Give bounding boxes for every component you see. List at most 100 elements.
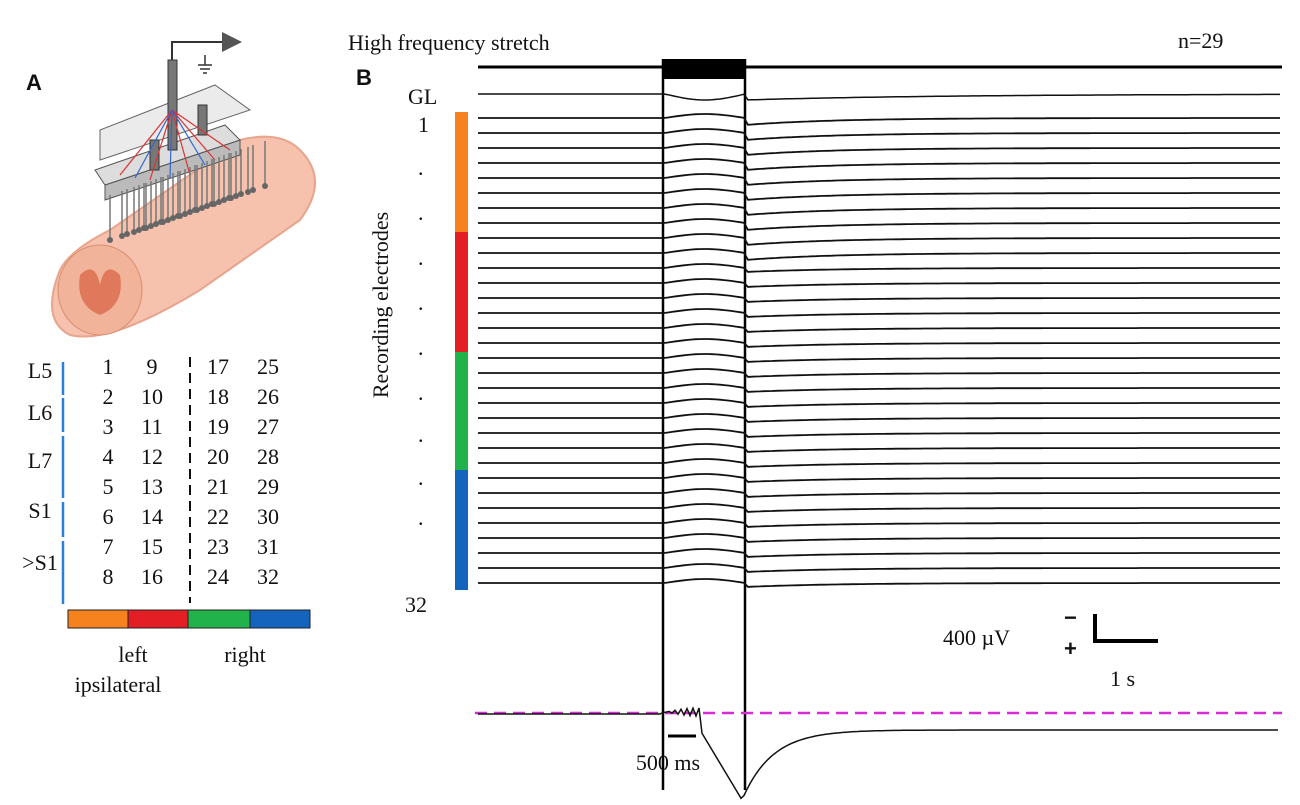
pin-tip [177, 213, 183, 219]
dot: . [418, 422, 424, 447]
electrode-number: 13 [141, 474, 163, 499]
illustration [51, 32, 316, 338]
gl-trace [478, 93, 1280, 101]
pin-tip [187, 209, 193, 215]
color-block [127, 609, 189, 629]
electrode-trace [478, 413, 1280, 423]
electrode-trace [478, 158, 1280, 171]
electrode-trace [478, 188, 1280, 201]
n-label: n=29 [1178, 28, 1223, 53]
electrode-trace [478, 323, 1280, 333]
pin-tip [245, 189, 251, 195]
electrode-trace [478, 518, 1280, 528]
axis-label: Recording electrodes [368, 212, 393, 398]
scale-label: 400 µV [943, 625, 1010, 650]
electrode-number: 22 [207, 504, 229, 529]
segment-label: >S1 [22, 550, 58, 575]
segment-label: L7 [28, 448, 52, 473]
electrode-trace [478, 488, 1280, 498]
pin-tip [136, 227, 142, 233]
electrode-number: 3 [103, 414, 114, 439]
color-block [67, 609, 129, 629]
electrode-trace [478, 293, 1280, 303]
dot: . [418, 380, 424, 405]
dot: . [418, 200, 424, 225]
electrode-trace [478, 113, 1280, 126]
scale-sign: + [1064, 636, 1077, 661]
pin-tip [107, 237, 113, 243]
dot: . [418, 505, 424, 530]
electrode-number: 26 [257, 384, 279, 409]
pin-tip [124, 231, 130, 237]
dot: . [418, 335, 424, 360]
electrode-trace [478, 443, 1280, 453]
electrode-trace [478, 278, 1280, 288]
stimulus-block [664, 59, 745, 79]
electrode-number: 18 [207, 384, 229, 409]
pin-tip [211, 201, 217, 207]
pin-tip [228, 195, 234, 201]
electrode-trace [478, 563, 1280, 573]
electrode-trace [478, 368, 1280, 378]
pin-tip [165, 217, 171, 223]
color-block [249, 609, 311, 629]
electrode-number: 8 [103, 564, 114, 589]
dot: . [418, 465, 424, 490]
electrode-trace [478, 338, 1280, 348]
electrode-number: 25 [257, 354, 279, 379]
electrode-trace [478, 353, 1280, 363]
electrode-number: 12 [141, 444, 163, 469]
pin-tip [199, 205, 205, 211]
electrode-number: 1 [103, 354, 114, 379]
segment-label: L6 [28, 400, 52, 425]
pin-tip [119, 233, 125, 239]
electrode-trace [478, 398, 1280, 408]
inset-scale-label: 500 ms [636, 750, 700, 775]
panel-label: B [356, 65, 372, 90]
electrode-trace [478, 308, 1280, 318]
electrode-number: 16 [141, 564, 163, 589]
pin-tip [262, 183, 268, 189]
scale-bar [1093, 614, 1158, 643]
electrode-number: 6 [103, 504, 114, 529]
electrode-trace [478, 248, 1280, 261]
dot: . [418, 245, 424, 270]
electrode-trace [478, 473, 1280, 483]
electrode-number: 5 [103, 474, 114, 499]
electrode-number: 9 [147, 354, 158, 379]
dot: . [418, 155, 424, 180]
electrode-trace [478, 263, 1280, 273]
electrode-trace [478, 128, 1280, 141]
pin-tip [148, 223, 154, 229]
electrode-number: 23 [207, 534, 229, 559]
pin-tip [153, 221, 159, 227]
electrode-number: 2 [103, 384, 114, 409]
bottom-trace [478, 706, 1278, 800]
electrode-trace [478, 578, 1280, 588]
electrode-number: 21 [207, 474, 229, 499]
side-label: right [224, 642, 266, 667]
color-block [455, 232, 468, 352]
electrode-trace [478, 503, 1280, 513]
electrode-trace [478, 173, 1280, 186]
electrode-number: 31 [257, 534, 279, 559]
electrode-trace [478, 548, 1280, 558]
electrode-number: 4 [103, 444, 114, 469]
color-block [455, 112, 468, 232]
segment-label: L5 [28, 358, 52, 383]
panel-label: A [26, 70, 42, 95]
title: High frequency stretch [348, 30, 550, 55]
electrode-trace [478, 533, 1280, 543]
pin-tip [238, 191, 244, 197]
electrode-number: 20 [207, 444, 229, 469]
color-block [455, 352, 468, 472]
electrode-number: 17 [207, 354, 229, 379]
pin-tip [160, 219, 166, 225]
electrode-number: 19 [207, 414, 229, 439]
electrode-number: 28 [257, 444, 279, 469]
color-block [187, 609, 251, 629]
segment-label: S1 [28, 498, 51, 523]
scale-sign: − [1064, 605, 1077, 630]
electrode-trace [478, 233, 1280, 246]
